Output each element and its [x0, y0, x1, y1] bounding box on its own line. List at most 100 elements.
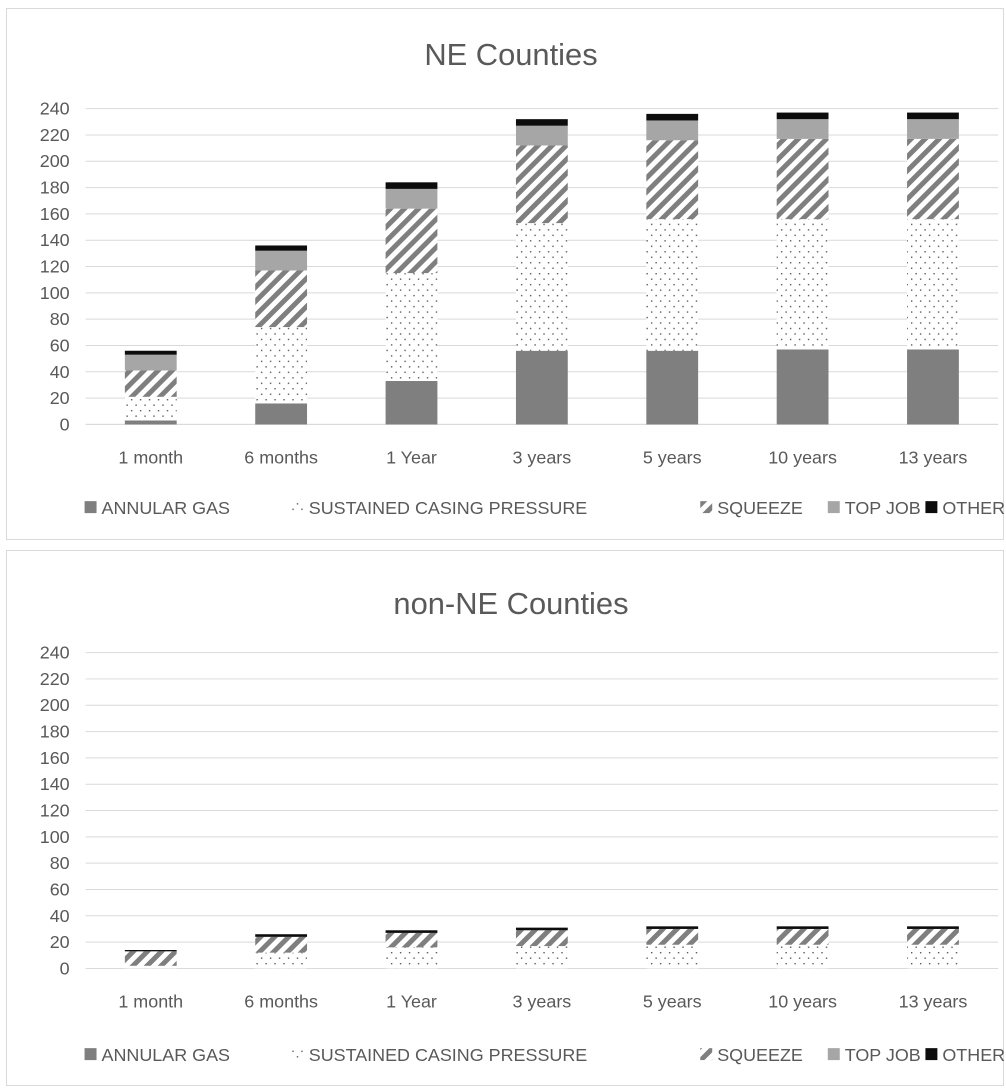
bar-other-3-years [515, 927, 568, 931]
bar-annular-gas-5-years [646, 350, 699, 425]
bar-other-1-month [124, 350, 177, 355]
bar-other-5-years [646, 113, 699, 121]
bar-sustained-casing-pressure-1-month [124, 965, 177, 969]
y-tick-label: 160 [40, 748, 70, 768]
bar-sustained-casing-pressure-3-years [515, 223, 568, 351]
x-tick-label: 6 months [244, 991, 318, 1011]
y-tick-label: 120 [40, 801, 70, 821]
legend: ANNULAR GAS SUSTAINED CASING PRESSURE SQUE… [84, 1045, 1005, 1065]
chart-title: NE Counties [424, 37, 597, 72]
bar-squeeze-1-month [124, 370, 177, 397]
bar-squeeze-6-months [255, 936, 308, 953]
bar-squeeze-1-month [124, 951, 177, 966]
x-axis-ticks: 1 month 6 months 1 Year 3 years 5 years 10 ye… [118, 991, 967, 1011]
legend-swatch [925, 1048, 938, 1061]
bar-top-job-1-month [124, 354, 177, 371]
bar-other-1-year [385, 930, 438, 933]
bar-sustained-casing-pressure-13-years [907, 219, 959, 350]
y-axis-ticks: 0 20 40 60 80 100 120 140 160 180 200 220 240 [40, 99, 70, 435]
y-tick-label: 140 [40, 230, 70, 250]
legend-item-other: OTHER [925, 498, 1005, 518]
bar-squeeze-3-years [515, 145, 568, 224]
chart-non-ne-counties: non-NE Counties 0 20 40 60 80 100 120 140 160 180… [6, 550, 1005, 1086]
bars [124, 112, 959, 425]
legend-swatch [291, 501, 304, 514]
bar-sustained-casing-pressure-3-years [515, 946, 568, 969]
y-tick-label: 220 [40, 125, 70, 145]
x-tick-label: 13 years [899, 991, 968, 1011]
bar-squeeze-6-months [255, 270, 308, 328]
y-tick-label: 140 [40, 774, 70, 794]
legend-label: ANNULAR GAS [102, 1045, 231, 1065]
y-tick-label: 40 [50, 906, 70, 926]
legend-item-top-job: TOP JOB [827, 1045, 921, 1065]
y-tick-label: 60 [50, 879, 70, 899]
bar-annular-gas-3-years [515, 350, 568, 425]
x-tick-label: 5 years [643, 447, 702, 467]
bar-squeeze-1-year [385, 208, 438, 274]
legend-item-other: OTHER [925, 1045, 1005, 1065]
y-tick-label: 80 [50, 309, 70, 329]
y-tick-label: 180 [40, 722, 70, 742]
bar-annular-gas-1-month [124, 420, 177, 425]
chart-title: non-NE Counties [393, 586, 628, 621]
bar-top-job-6-months [255, 250, 308, 271]
legend-item-squeeze: SQUEEZE [700, 1045, 803, 1065]
bar-sustained-casing-pressure-6-months [255, 327, 308, 404]
legend-item-sustained-casing-pressure: SUSTAINED CASING PRESSURE [291, 1045, 587, 1065]
x-tick-label: 1 Year [386, 447, 437, 467]
bar-squeeze-13-years [907, 928, 959, 945]
legend-swatch [291, 1048, 304, 1061]
y-tick-label: 240 [40, 643, 70, 663]
y-tick-label: 20 [50, 932, 70, 952]
y-axis-ticks: 0 20 40 60 80 100 120 140 160 180 200 220 240 [40, 643, 70, 979]
x-tick-label: 10 years [768, 447, 837, 467]
legend-item-squeeze: SQUEEZE [700, 498, 803, 518]
y-tick-label: 40 [50, 362, 70, 382]
y-tick-label: 80 [50, 853, 70, 873]
bar-other-5-years [646, 926, 699, 929]
x-tick-label: 3 years [512, 991, 571, 1011]
y-tick-label: 240 [40, 99, 70, 119]
chart-non-ne-svg: non-NE Counties 0 20 40 60 80 100 120 140 160 180… [40, 586, 1005, 1065]
gridlines [85, 652, 999, 969]
legend-swatch [84, 1048, 97, 1061]
bar-sustained-casing-pressure-1-year [385, 947, 438, 969]
legend-label: TOP JOB [845, 1045, 921, 1065]
bar-other-1-month [124, 950, 177, 952]
legend-item-top-job: TOP JOB [827, 498, 921, 518]
legend: ANNULAR GAS SUSTAINED CASING PRESSURE SQUE… [84, 498, 1005, 518]
y-tick-label: 180 [40, 178, 70, 198]
bar-annular-gas-6-months [255, 403, 308, 425]
bar-sustained-casing-pressure-10-years [776, 944, 829, 969]
bar-squeeze-10-years [776, 928, 829, 945]
legend-swatch [700, 501, 713, 514]
legend-item-annular-gas: ANNULAR GAS [84, 1045, 231, 1065]
x-tick-label: 13 years [899, 447, 968, 467]
y-tick-label: 100 [40, 283, 70, 303]
bar-other-10-years [776, 112, 829, 120]
legend-label: ANNULAR GAS [102, 498, 231, 518]
bar-squeeze-13-years [907, 138, 959, 220]
bar-annular-gas-13-years [907, 349, 959, 425]
x-tick-label: 10 years [768, 991, 837, 1011]
bar-other-13-years [907, 926, 959, 929]
bar-top-job-3-years [515, 125, 568, 146]
x-tick-label: 5 years [643, 991, 702, 1011]
y-tick-label: 100 [40, 827, 70, 847]
x-tick-label: 6 months [244, 447, 318, 467]
x-tick-label: 1 month [118, 991, 183, 1011]
bar-annular-gas-1-year [385, 381, 438, 425]
bar-squeeze-5-years [646, 928, 699, 945]
bar-sustained-casing-pressure-1-month [124, 396, 177, 421]
legend-swatch [700, 1048, 713, 1061]
chart-ne-counties: NE Counties 0 20 40 60 80 100 120 140 160 180 200 2… [6, 8, 1005, 540]
bar-sustained-casing-pressure-5-years [646, 944, 699, 969]
y-tick-label: 160 [40, 204, 70, 224]
x-tick-label: 3 years [512, 447, 571, 467]
legend-label: SQUEEZE [717, 1045, 803, 1065]
bar-top-job-10-years [776, 119, 829, 139]
bar-annular-gas-10-years [776, 349, 829, 425]
bar-top-job-1-year [385, 188, 438, 209]
bar-sustained-casing-pressure-13-years [907, 944, 959, 969]
